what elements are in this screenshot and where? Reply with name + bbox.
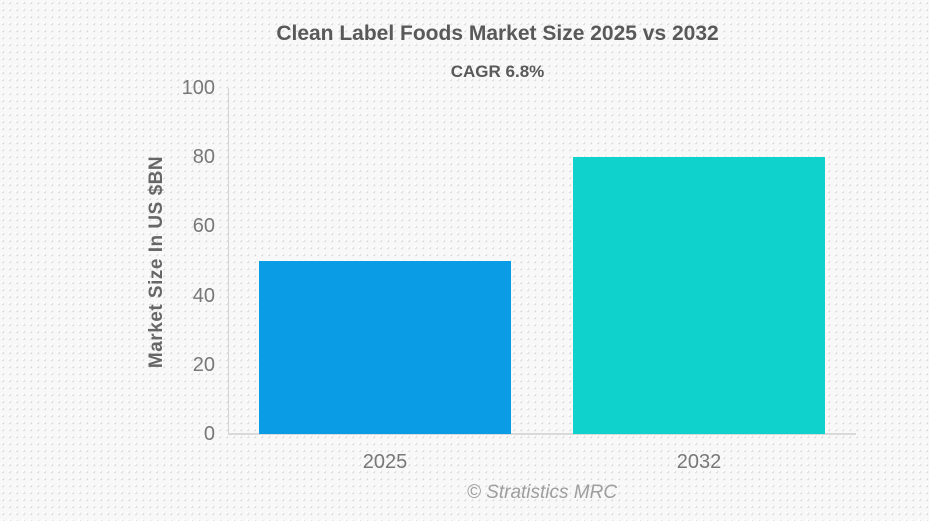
plot-area: 0 20 40 60 80 100 2025 2032: [182, 77, 856, 473]
x-axis-category-label: 2032: [676, 451, 722, 473]
y-tick-label: 20: [192, 353, 215, 376]
y-tick-label: 80: [192, 146, 215, 169]
y-axis-line: [228, 88, 229, 435]
chart-subtitle: CAGR 6.8%: [450, 62, 545, 81]
x-axis-line: [228, 433, 856, 435]
chart-title: Clean Label Foods Market Size 2025 vs 20…: [276, 22, 719, 45]
bar-2032: [573, 157, 825, 434]
x-axis-category-label: 2025: [362, 451, 408, 473]
watermark-credit: © Stratistics MRC: [466, 482, 618, 503]
y-tick-label: 60: [192, 215, 215, 238]
y-tick-label: 40: [192, 284, 215, 307]
y-tick-label: 0: [203, 423, 215, 445]
bar-2025: [259, 261, 511, 434]
y-tick-label: 100: [181, 77, 215, 99]
